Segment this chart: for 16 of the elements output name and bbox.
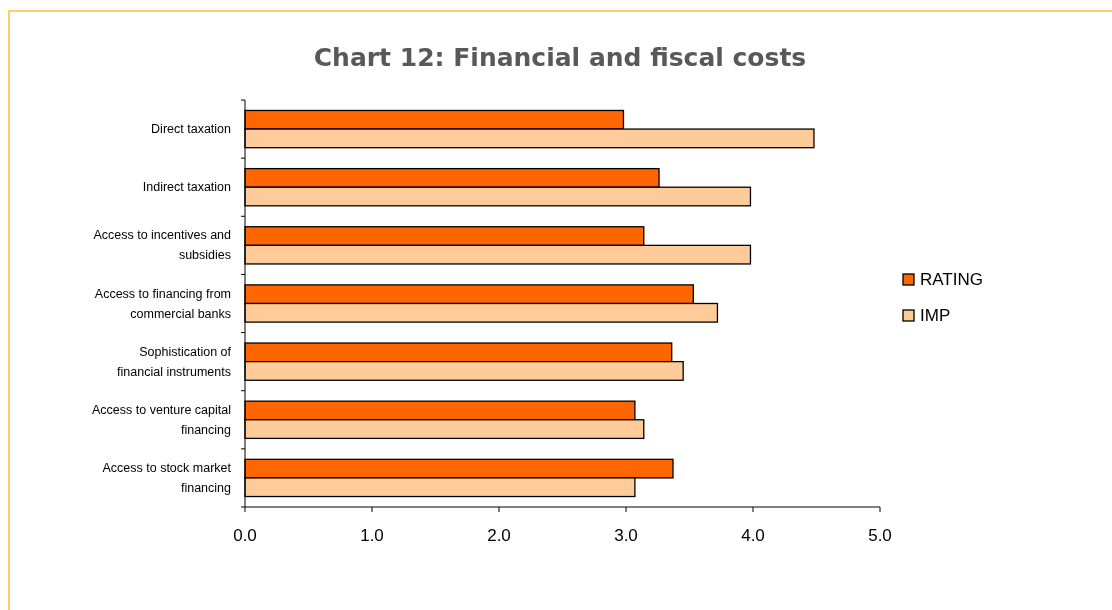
chart-title: Chart 12: Financial and fiscal costs xyxy=(313,43,807,72)
y-tick-label: Access to stock market financing xyxy=(102,460,232,495)
x-tick-label: 5.0 xyxy=(868,526,892,545)
x-tick-label: 1.0 xyxy=(360,526,384,545)
y-tick-label: Access to financing from commercial banks xyxy=(94,286,231,321)
y-tick-label: Indirect taxation xyxy=(142,180,232,195)
x-tick-label: 2.0 xyxy=(487,526,511,545)
x-tick-label: 4.0 xyxy=(741,526,765,545)
legend-label: RATING xyxy=(920,270,983,289)
y-tick-label: Sophistication of financial instruments xyxy=(117,344,232,379)
x-tick-label: 0.0 xyxy=(233,526,257,545)
y-tick-label: Access to incentives and subsidies xyxy=(93,228,232,263)
y-tick-label: Access to venture capital financing xyxy=(92,402,232,437)
y-tick-label: Direct taxation xyxy=(151,122,232,137)
x-tick-label: 3.0 xyxy=(614,526,638,545)
legend-label: IMP xyxy=(920,306,951,325)
